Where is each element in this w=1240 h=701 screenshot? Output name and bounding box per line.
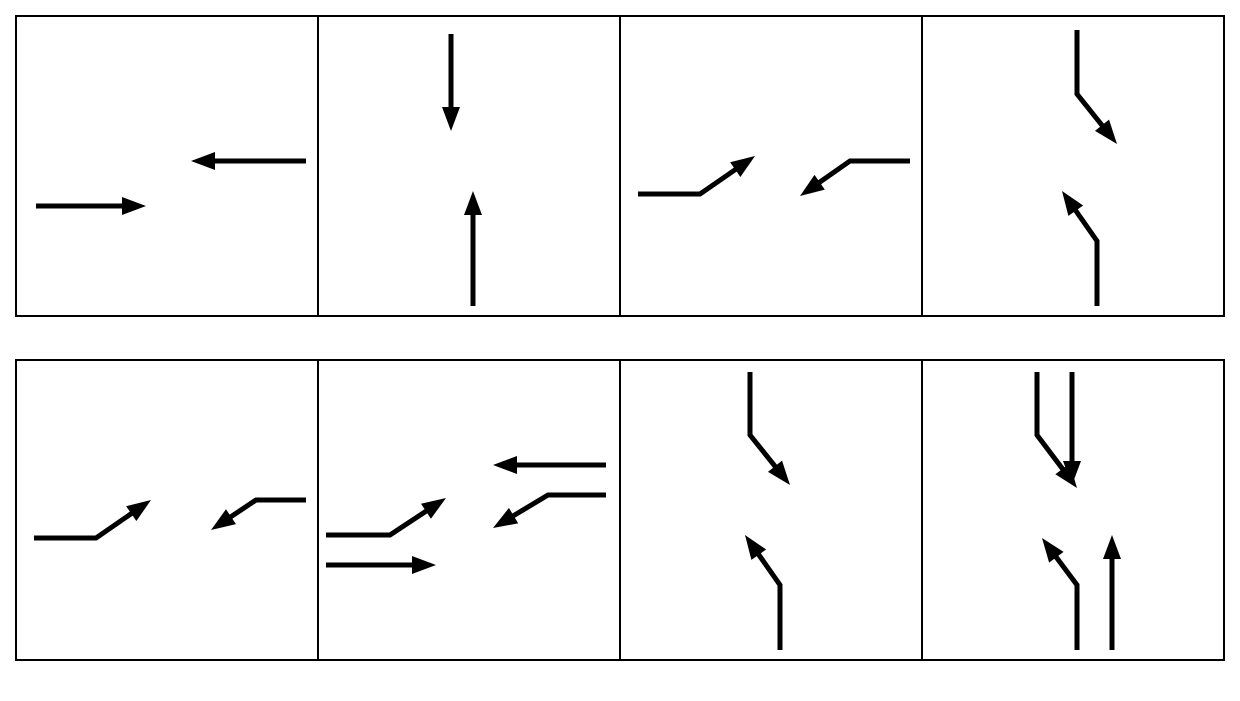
diagram-page bbox=[0, 0, 1240, 701]
arrow-grid-diagram bbox=[0, 0, 1240, 701]
